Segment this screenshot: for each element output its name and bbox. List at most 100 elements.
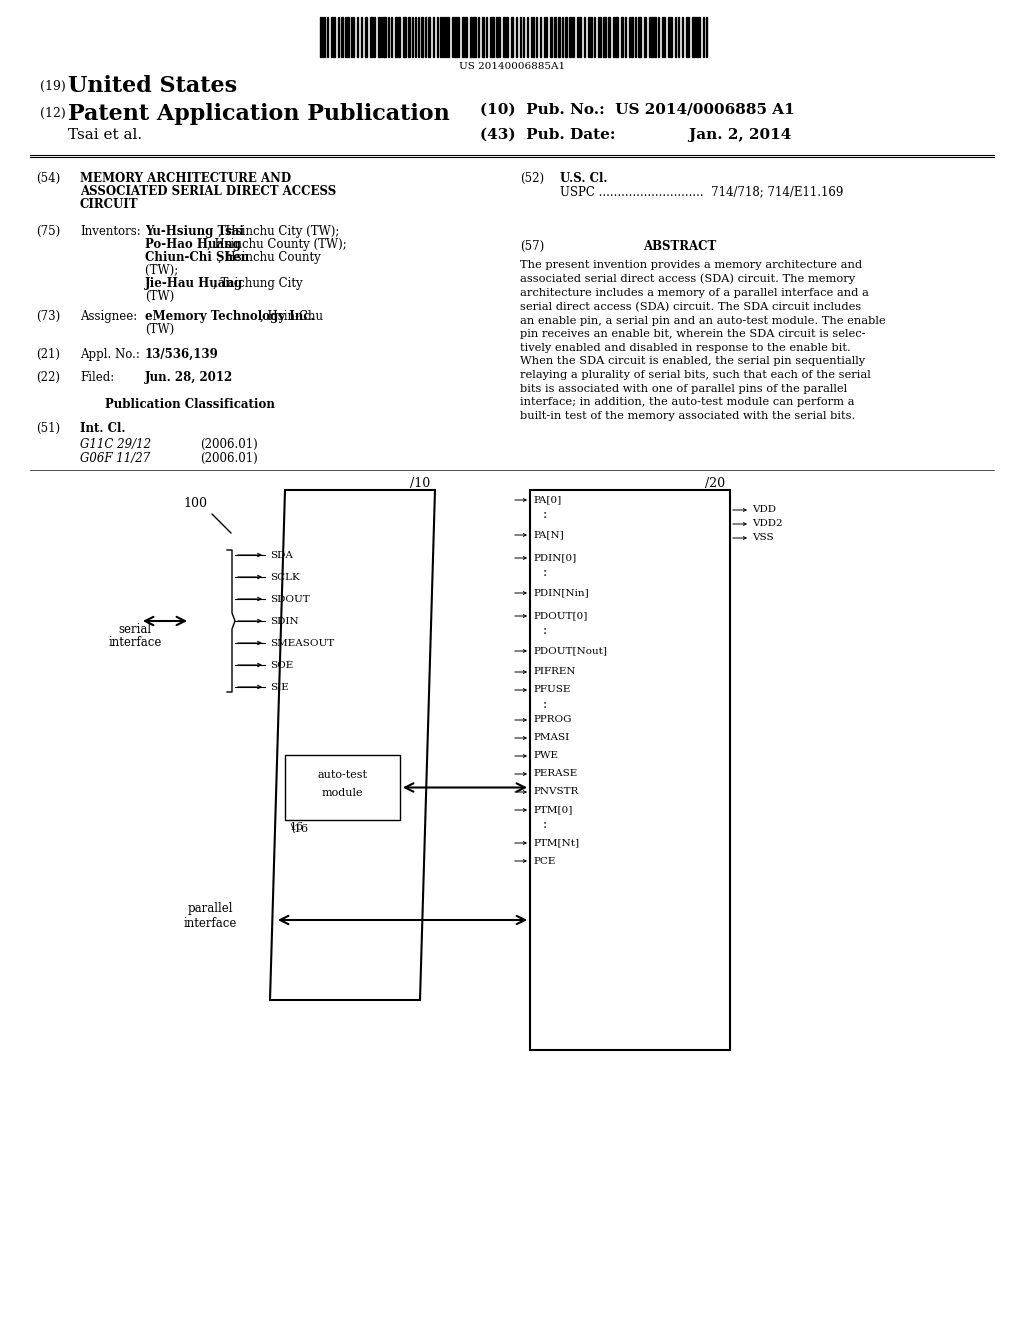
Bar [558, 17, 560, 57]
Text: SDA: SDA [270, 550, 293, 560]
Text: G11C 29/12: G11C 29/12 [80, 438, 152, 451]
Text: /10: /10 [410, 477, 430, 490]
Text: Jie-Hau Huang: Jie-Hau Huang [145, 277, 243, 290]
Text: SMEASOUT: SMEASOUT [270, 639, 334, 648]
Bar [421, 17, 423, 57]
Text: :: : [543, 566, 547, 579]
Bar [651, 17, 653, 57]
Text: :: : [543, 698, 547, 711]
Bar [408, 17, 410, 57]
Bar [654, 17, 656, 57]
Text: (57): (57) [520, 240, 544, 253]
Text: (54): (54) [36, 172, 60, 185]
Bar [341, 17, 343, 57]
Text: CIRCUIT: CIRCUIT [80, 198, 138, 211]
Text: Po-Hao Huang: Po-Hao Huang [145, 238, 241, 251]
Text: 16: 16 [290, 822, 304, 832]
Bar [554, 17, 556, 57]
Text: SCLK: SCLK [270, 573, 300, 582]
Text: SDIN: SDIN [270, 616, 299, 626]
Text: VSS: VSS [752, 533, 773, 543]
Text: (21): (21) [36, 348, 60, 360]
Text: interface: interface [183, 917, 237, 931]
Bar [347, 17, 349, 57]
Bar [550, 17, 552, 57]
Bar [482, 17, 484, 57]
Text: SDOUT: SDOUT [270, 594, 309, 603]
Text: eMemory Technology Inc.: eMemory Technology Inc. [145, 310, 314, 323]
Text: Int. Cl.: Int. Cl. [80, 422, 126, 436]
Text: ABSTRACT: ABSTRACT [643, 240, 717, 253]
Text: USPC ............................  714/718; 714/E11.169: USPC ............................ 714/71… [560, 185, 844, 198]
Bar [503, 17, 505, 57]
Text: , Hsin-Chu: , Hsin-Chu [260, 310, 323, 323]
Bar [395, 17, 397, 57]
Text: $\backslash$16: $\backslash$16 [290, 822, 309, 836]
Text: /20: /20 [705, 477, 725, 490]
Text: (2006.01): (2006.01) [200, 451, 258, 465]
Text: PDIN[0]: PDIN[0] [534, 553, 577, 562]
Text: PMASI: PMASI [534, 734, 569, 742]
Text: G06F 11/27: G06F 11/27 [80, 451, 151, 465]
Text: PA[N]: PA[N] [534, 531, 564, 540]
Bar [608, 17, 610, 57]
Bar [465, 17, 467, 57]
Text: (51): (51) [36, 422, 60, 436]
Text: :: : [543, 818, 547, 832]
Text: 13/536,139: 13/536,139 [145, 348, 219, 360]
Bar [365, 17, 367, 57]
Text: 100: 100 [183, 498, 207, 510]
Bar [454, 17, 457, 57]
Bar [492, 17, 494, 57]
Text: serial: serial [119, 623, 152, 636]
Text: PDIN[Nin]: PDIN[Nin] [534, 589, 589, 598]
Bar [603, 17, 606, 57]
Text: Patent Application Publication: Patent Application Publication [68, 103, 450, 125]
Bar [398, 17, 400, 57]
Text: :: : [543, 624, 547, 638]
Text: parallel: parallel [187, 902, 232, 915]
Text: (10)  Pub. No.:  US 2014/0006885 A1: (10) Pub. No.: US 2014/0006885 A1 [480, 103, 795, 117]
Text: (TW);: (TW); [145, 264, 182, 277]
Text: PTM[0]: PTM[0] [534, 805, 572, 814]
Bar [428, 17, 430, 57]
Bar [590, 17, 592, 57]
Text: (19): (19) [40, 81, 66, 92]
Text: PCE: PCE [534, 857, 555, 866]
Text: Assignee:: Assignee: [80, 310, 137, 323]
Text: The present invention provides a memory architecture and
associated serial direc: The present invention provides a memory … [520, 260, 886, 421]
Bar [638, 17, 641, 57]
Bar [644, 17, 646, 57]
Text: Jun. 28, 2012: Jun. 28, 2012 [145, 371, 233, 384]
Bar [462, 17, 464, 57]
Text: Chiun-Chi Shen: Chiun-Chi Shen [145, 251, 249, 264]
Text: (52): (52) [520, 172, 544, 185]
Text: (2006.01): (2006.01) [200, 438, 258, 451]
Bar [496, 17, 498, 57]
Text: Inventors:: Inventors: [80, 224, 140, 238]
Text: PTM[Nt]: PTM[Nt] [534, 838, 580, 847]
Text: PWE: PWE [534, 751, 558, 760]
Text: PERASE: PERASE [534, 770, 578, 779]
Text: PIFREN: PIFREN [534, 668, 575, 676]
Text: auto-test: auto-test [317, 770, 368, 780]
Text: :: : [543, 508, 547, 521]
Text: , Hsinchu City (TW);: , Hsinchu City (TW); [218, 224, 339, 238]
Bar [696, 17, 698, 57]
Text: PDOUT[Nout]: PDOUT[Nout] [534, 647, 607, 656]
Text: Yu-Hsiung Tsai: Yu-Hsiung Tsai [145, 224, 244, 238]
Bar [692, 17, 695, 57]
Text: United States: United States [68, 75, 238, 96]
Text: VDD2: VDD2 [752, 520, 782, 528]
Text: PFUSE: PFUSE [534, 685, 570, 694]
Text: (73): (73) [36, 310, 60, 323]
Text: Appl. No.:: Appl. No.: [80, 348, 140, 360]
Bar [470, 17, 472, 57]
Text: SIE: SIE [270, 682, 289, 692]
Text: MEMORY ARCHITECTURE AND: MEMORY ARCHITECTURE AND [80, 172, 291, 185]
Text: , Hsinchu County: , Hsinchu County [218, 251, 321, 264]
Text: PNVSTR: PNVSTR [534, 788, 579, 796]
Text: (22): (22) [36, 371, 60, 384]
Text: Publication Classification: Publication Classification [105, 399, 274, 411]
Text: SOE: SOE [270, 660, 293, 669]
